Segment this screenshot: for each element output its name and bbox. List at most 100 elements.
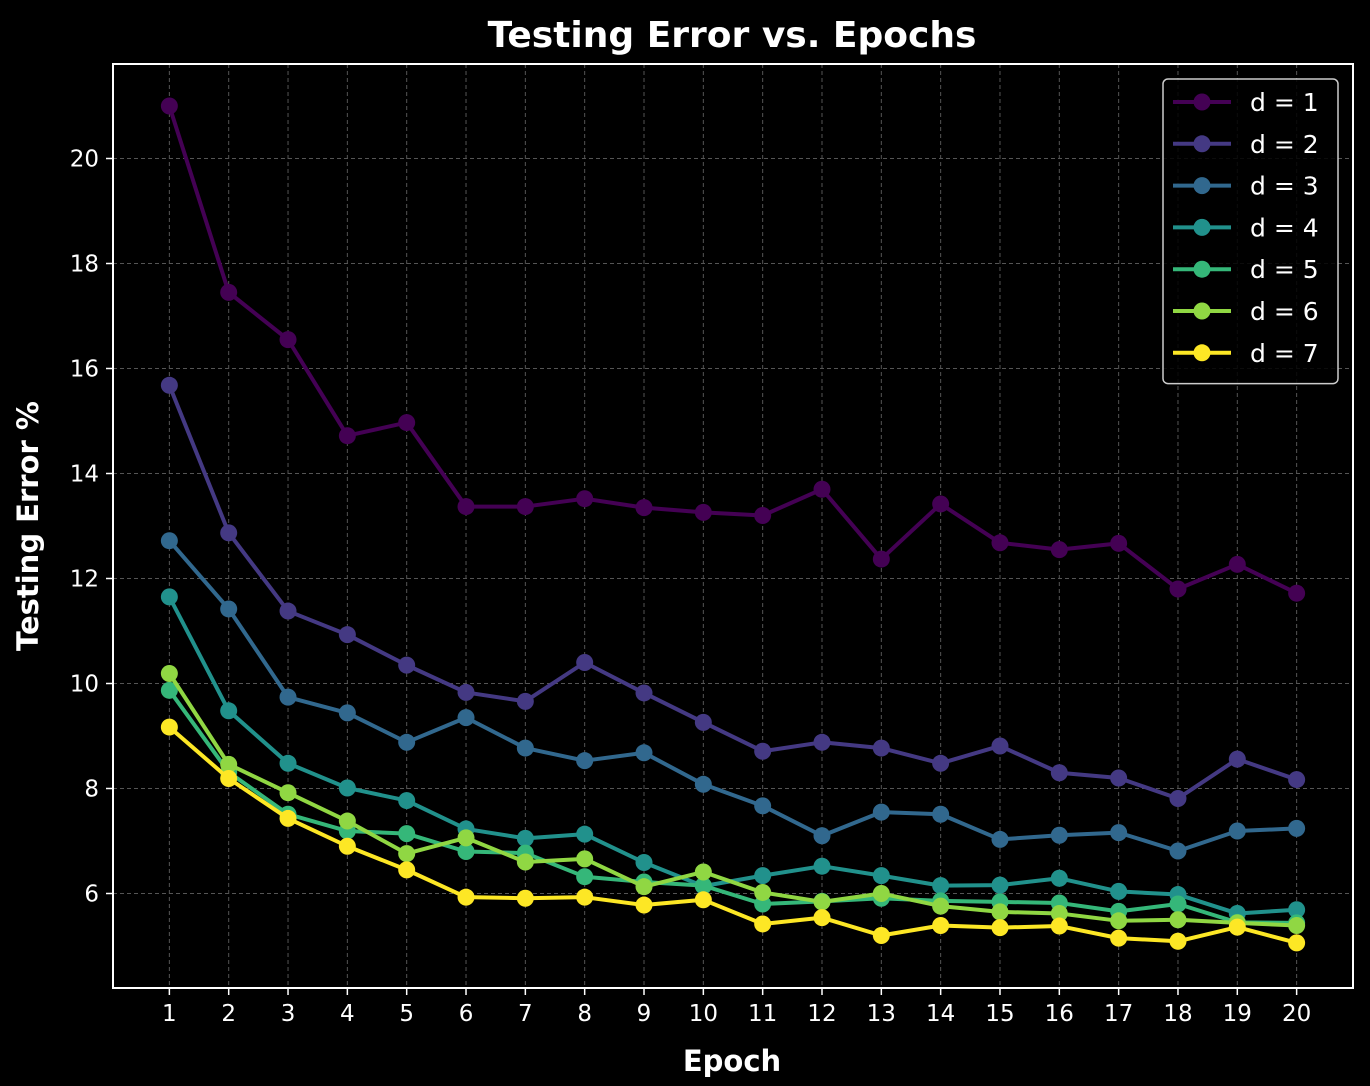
x-tick-label: 4	[340, 1001, 355, 1027]
data-point	[1050, 869, 1068, 887]
data-point	[457, 843, 475, 860]
legend-item: d = 4	[1173, 213, 1319, 242]
legend-label: d = 2	[1250, 130, 1319, 159]
data-point	[1288, 771, 1306, 789]
data-point	[1110, 882, 1128, 900]
data-point	[398, 792, 416, 810]
data-point	[279, 602, 297, 620]
x-tick-label: 13	[867, 1001, 896, 1027]
data-point	[1050, 764, 1068, 782]
data-point	[694, 891, 712, 909]
series-6	[160, 665, 1306, 935]
data-point	[338, 704, 356, 722]
legend-swatch-marker	[1193, 302, 1211, 320]
data-point	[1169, 895, 1187, 913]
data-point	[279, 809, 297, 827]
series-line	[167, 688, 1299, 925]
data-point	[160, 718, 178, 736]
data-point	[1169, 911, 1187, 929]
data-point	[635, 499, 653, 517]
series-2	[160, 376, 1306, 807]
y-tick-label: 10	[70, 672, 99, 698]
data-point	[1288, 819, 1306, 837]
data-point	[872, 867, 890, 885]
y-tick-label: 6	[84, 882, 99, 908]
data-point	[220, 283, 238, 301]
data-point	[576, 850, 594, 868]
x-tick-label: 3	[281, 1001, 296, 1027]
data-point	[457, 888, 475, 906]
y-axis-label: Testing Error %	[11, 401, 45, 651]
data-point	[991, 876, 1009, 894]
data-point	[813, 480, 831, 498]
data-point	[576, 825, 594, 843]
data-point	[279, 331, 297, 349]
y-axis-ticks: 6 8 10 12 14 16 18 20	[70, 147, 113, 908]
data-point	[338, 626, 356, 644]
data-point	[398, 825, 416, 843]
series-line	[167, 671, 1299, 928]
data-point	[338, 779, 356, 797]
data-point	[694, 863, 712, 881]
data-point	[813, 893, 831, 911]
data-point	[694, 503, 712, 521]
data-point	[754, 867, 772, 885]
data-point	[872, 803, 890, 821]
data-point	[1288, 917, 1306, 935]
data-point	[576, 868, 594, 886]
x-tick-label: 6	[459, 1001, 474, 1027]
data-point	[1288, 934, 1306, 952]
legend-label: d = 4	[1250, 213, 1319, 242]
data-point	[1110, 534, 1128, 552]
x-tick-label: 14	[926, 1001, 955, 1027]
series-line	[167, 538, 1299, 853]
legend-label: d = 6	[1250, 297, 1319, 326]
data-point	[516, 739, 534, 757]
data-point	[160, 532, 178, 550]
data-point	[398, 414, 416, 432]
x-tick-label: 8	[577, 1001, 592, 1027]
data-point	[457, 683, 475, 701]
y-tick-label: 14	[70, 462, 99, 488]
data-point	[1050, 826, 1068, 844]
data-point	[220, 755, 238, 773]
data-point	[220, 600, 238, 618]
x-tick-label: 16	[1045, 1001, 1074, 1027]
data-point	[635, 878, 653, 896]
x-tick-label: 20	[1282, 1001, 1311, 1027]
x-tick-label: 11	[748, 1001, 777, 1027]
data-point	[635, 896, 653, 914]
data-point	[991, 919, 1009, 937]
data-point	[576, 490, 594, 508]
data-point	[932, 917, 950, 935]
data-point	[338, 837, 356, 855]
data-point	[457, 829, 475, 847]
data-point	[1228, 918, 1246, 936]
data-point	[160, 588, 178, 606]
data-point	[1110, 912, 1128, 930]
data-point	[516, 889, 534, 907]
data-point	[516, 692, 534, 710]
y-tick-label: 18	[70, 252, 99, 278]
x-tick-label: 5	[399, 1001, 414, 1027]
y-tick-label: 16	[70, 357, 99, 383]
data-point	[754, 883, 772, 901]
data-point	[635, 684, 653, 702]
x-tick-label: 1	[162, 1001, 177, 1027]
data-point	[1169, 580, 1187, 598]
data-point	[1050, 541, 1068, 559]
legend-label: d = 5	[1250, 255, 1319, 284]
legend-label: d = 7	[1250, 339, 1319, 368]
legend-swatch-marker	[1193, 344, 1211, 362]
x-tick-label: 9	[637, 1001, 652, 1027]
legend-swatch-marker	[1193, 93, 1211, 111]
data-point	[991, 903, 1009, 921]
data-point	[991, 830, 1009, 848]
data-point	[754, 507, 772, 524]
data-point	[160, 681, 178, 699]
data-point	[516, 853, 534, 871]
legend-item: d = 2	[1173, 130, 1319, 159]
series-7	[160, 718, 1306, 952]
data-point	[220, 770, 238, 788]
